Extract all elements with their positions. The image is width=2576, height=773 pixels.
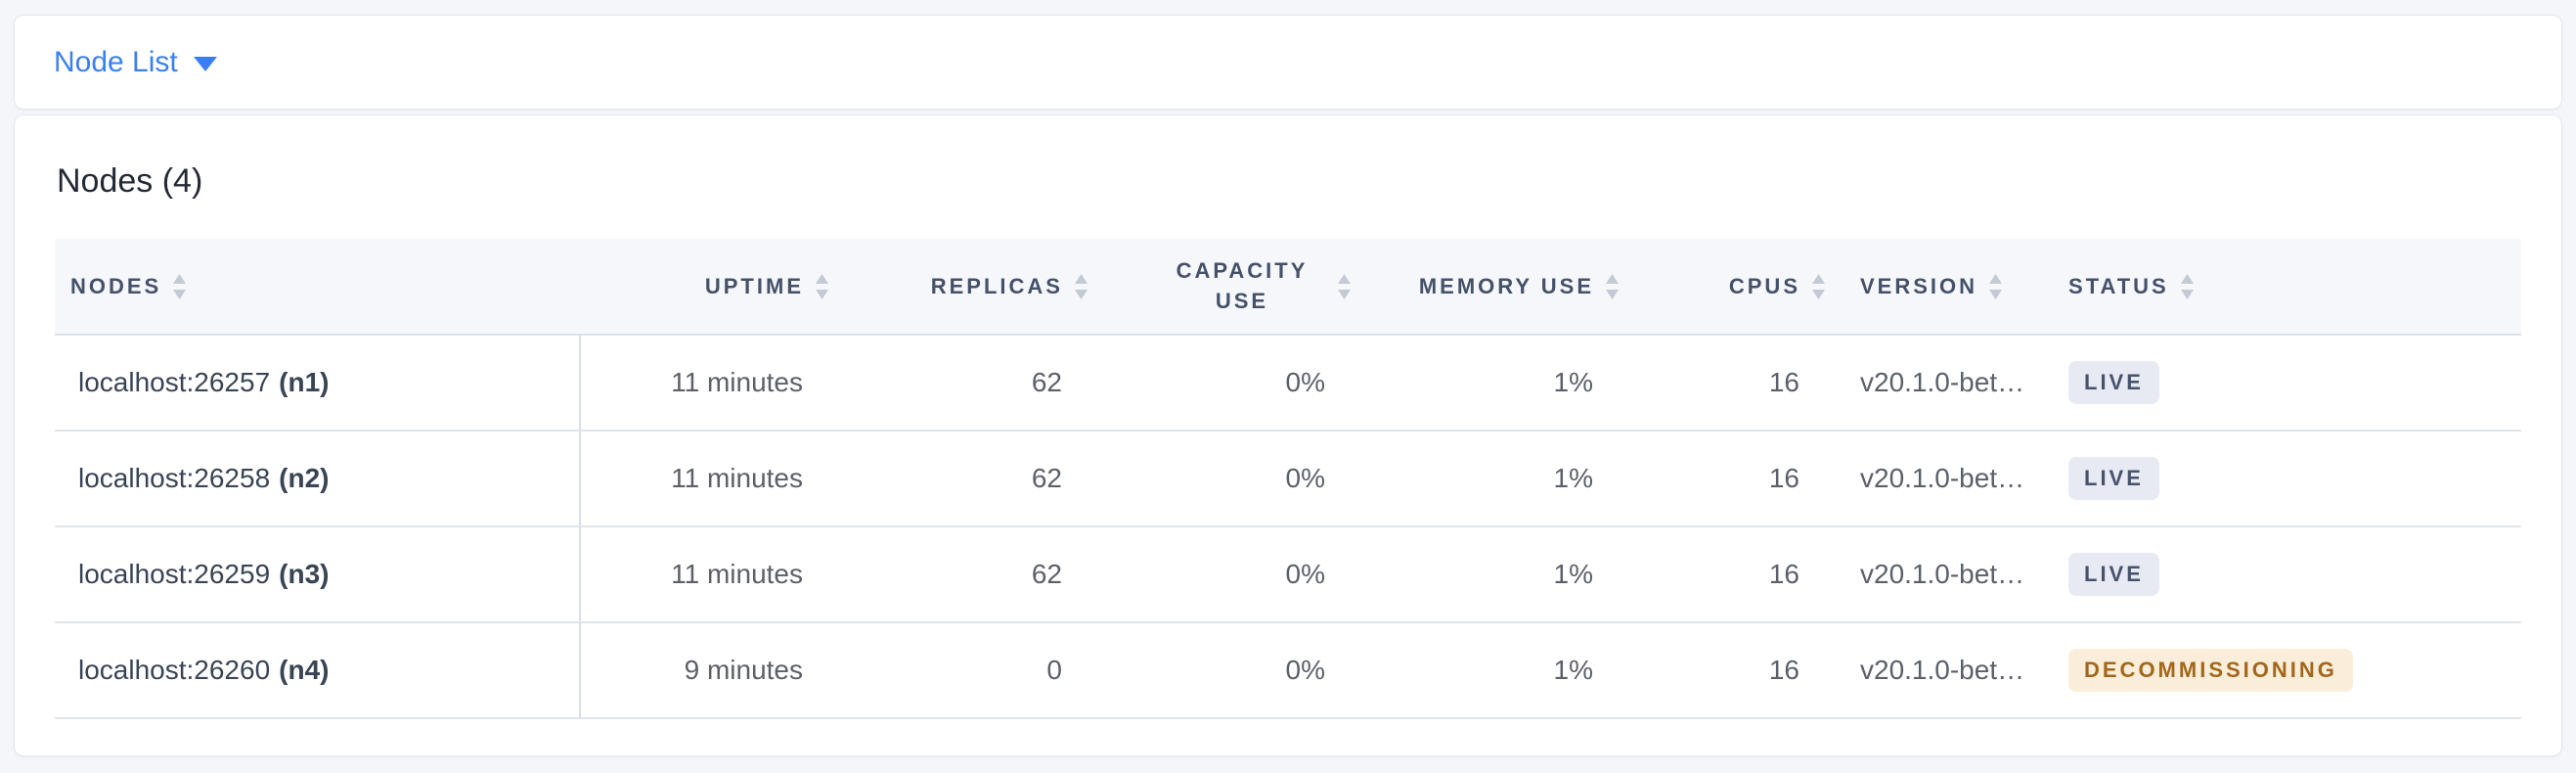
node-id: (n3) xyxy=(279,559,330,589)
sort-icon[interactable] xyxy=(171,272,188,301)
column-header-version[interactable]: VERSION xyxy=(1827,239,2055,336)
node-address-cell[interactable]: localhost:26258 (n2) xyxy=(55,431,580,527)
view-selector-bar: Node List xyxy=(14,15,2562,110)
cpus-cell: 16 xyxy=(1621,526,1827,623)
node-address-cell[interactable]: localhost:26260 (n4) xyxy=(55,622,580,719)
status-cell: LIVE xyxy=(2055,431,2521,527)
table-row: localhost:26259 (n3) 11 minutes 62 0% 1% … xyxy=(55,526,2521,623)
cpus-cell: 16 xyxy=(1621,335,1827,432)
status-badge: LIVE xyxy=(2068,553,2159,596)
memory-use-cell: 1% xyxy=(1353,431,1621,527)
column-header-memory-use[interactable]: MEMORY USE xyxy=(1353,239,1621,336)
caret-down-icon xyxy=(193,57,217,71)
version-cell: v20.1.0-bet… xyxy=(1827,622,2055,719)
nodes-panel: Nodes (4) NODES xyxy=(14,114,2562,756)
table-header-row: NODES UPTIME xyxy=(55,239,2521,336)
uptime-cell: 11 minutes xyxy=(579,431,830,527)
column-header-cpus[interactable]: CPUS xyxy=(1621,239,1827,336)
status-cell: DECOMMISSIONING xyxy=(2055,622,2521,719)
replicas-cell: 62 xyxy=(830,431,1089,527)
nodes-table: NODES UPTIME xyxy=(55,239,2521,719)
column-header-capacity-use[interactable]: CAPACITY USE xyxy=(1089,239,1353,336)
replicas-cell: 0 xyxy=(830,622,1089,719)
version-cell: v20.1.0-bet… xyxy=(1827,335,2055,432)
column-header-status[interactable]: STATUS xyxy=(2055,239,2521,336)
memory-use-cell: 1% xyxy=(1353,622,1621,719)
column-header-uptime[interactable]: UPTIME xyxy=(580,239,830,336)
sort-icon[interactable] xyxy=(1073,272,1089,301)
node-id: (n2) xyxy=(279,463,330,493)
version-cell: v20.1.0-bet… xyxy=(1827,526,2055,623)
page: Node List Nodes (4) NODES xyxy=(14,15,2562,756)
sort-icon[interactable] xyxy=(1336,272,1353,301)
node-id: (n1) xyxy=(279,367,330,397)
status-cell: LIVE xyxy=(2055,335,2521,432)
sort-icon[interactable] xyxy=(1604,272,1621,301)
capacity-use-cell: 0% xyxy=(1089,335,1353,432)
status-badge: DECOMMISSIONING xyxy=(2068,649,2353,692)
uptime-cell: 11 minutes xyxy=(579,526,830,623)
memory-use-cell: 1% xyxy=(1353,335,1621,432)
sort-icon[interactable] xyxy=(2179,272,2196,301)
cpus-cell: 16 xyxy=(1621,431,1827,527)
sort-icon[interactable] xyxy=(1810,272,1827,301)
panel-title: Nodes (4) xyxy=(57,162,203,200)
status-cell: LIVE xyxy=(2055,526,2521,623)
node-id: (n4) xyxy=(279,655,330,685)
node-address-cell[interactable]: localhost:26259 (n3) xyxy=(55,526,580,623)
cpus-cell: 16 xyxy=(1621,622,1827,719)
sort-icon[interactable] xyxy=(1987,272,2004,301)
status-badge: LIVE xyxy=(2068,361,2159,404)
replicas-cell: 62 xyxy=(830,335,1089,432)
memory-use-cell: 1% xyxy=(1353,526,1621,623)
capacity-use-cell: 0% xyxy=(1089,526,1353,623)
node-list-dropdown[interactable]: Node List xyxy=(54,46,217,79)
capacity-use-cell: 0% xyxy=(1089,622,1353,719)
column-header-nodes[interactable]: NODES xyxy=(55,239,580,336)
uptime-cell: 11 minutes xyxy=(579,335,830,432)
column-header-replicas[interactable]: REPLICAS xyxy=(830,239,1089,336)
table-row: localhost:26258 (n2) 11 minutes 62 0% 1% … xyxy=(55,431,2521,527)
sort-icon[interactable] xyxy=(814,272,830,301)
capacity-use-cell: 0% xyxy=(1089,431,1353,527)
replicas-cell: 62 xyxy=(830,526,1089,623)
status-badge: LIVE xyxy=(2068,457,2159,500)
uptime-cell: 9 minutes xyxy=(579,622,830,719)
table-row: localhost:26260 (n4) 9 minutes 0 0% 1% 16… xyxy=(55,622,2521,719)
node-list-dropdown-label: Node List xyxy=(54,45,178,78)
version-cell: v20.1.0-bet… xyxy=(1827,431,2055,527)
table-row: localhost:26257 (n1) 11 minutes 62 0% 1% … xyxy=(55,335,2521,432)
node-address-cell[interactable]: localhost:26257 (n1) xyxy=(55,335,580,432)
